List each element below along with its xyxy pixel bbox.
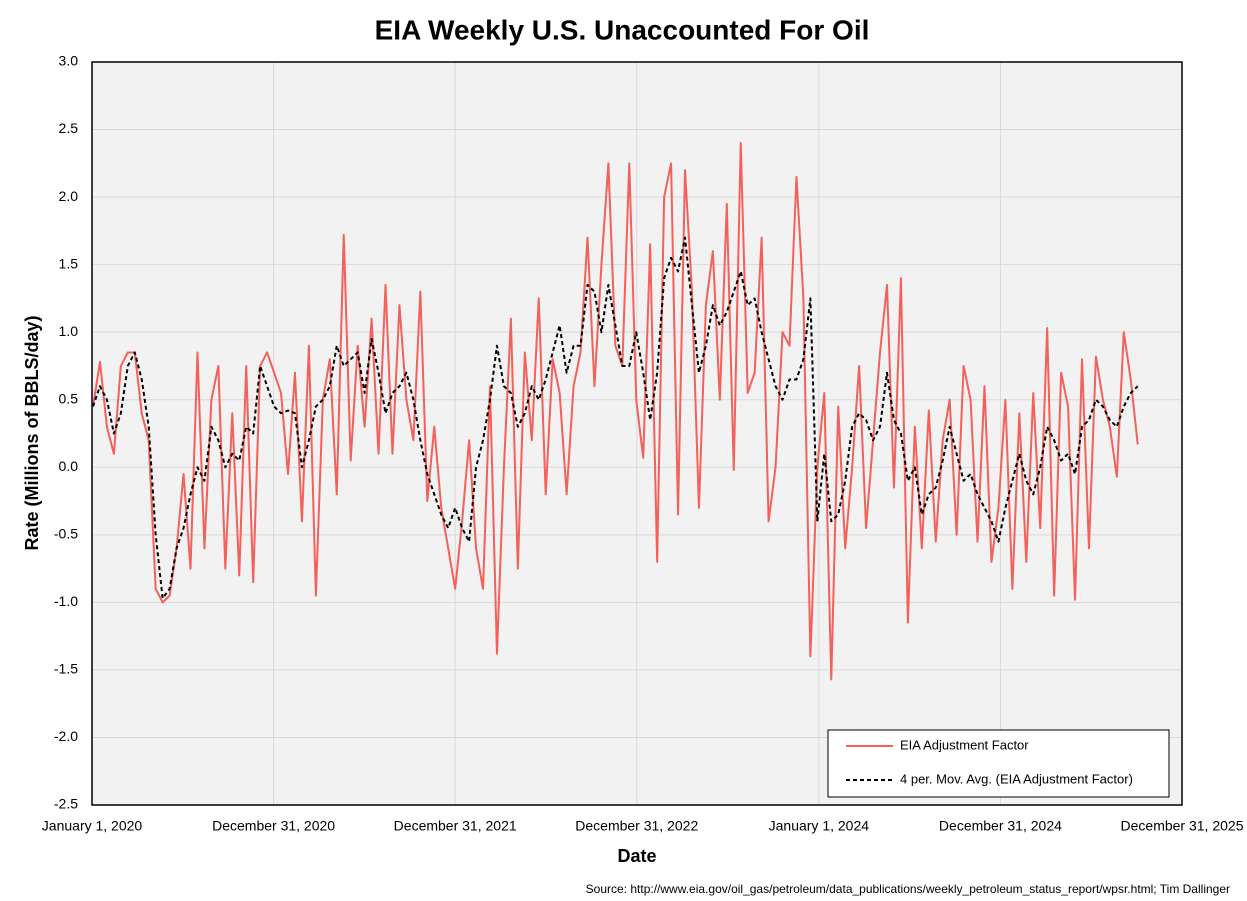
x-tick-label: December 31, 2020: [212, 818, 335, 834]
y-tick-label: 1.0: [59, 323, 79, 339]
plot-border: [91, 61, 1183, 806]
series-line: [92, 236, 1139, 600]
x-axis-label: Date: [617, 846, 656, 866]
y-tick-label: 0.0: [59, 458, 79, 474]
y-tick-label: -2.0: [54, 728, 78, 744]
y-tick-label: -1.5: [54, 661, 78, 677]
x-tick-label: December 31, 2025: [1121, 818, 1244, 834]
legend-label: EIA Adjustment Factor: [900, 737, 1029, 752]
y-tick-label: 3.0: [59, 53, 79, 69]
y-tick-label: 2.5: [59, 120, 79, 136]
lines: [92, 142, 1139, 681]
x-tick-label: January 1, 2024: [769, 818, 870, 834]
legend-label: 4 per. Mov. Avg. (EIA Adjustment Factor): [900, 771, 1133, 786]
y-tick-label: 1.5: [59, 255, 79, 271]
legend-box: [827, 729, 1170, 798]
y-tick-label: 2.0: [59, 188, 79, 204]
y-tick-label: -0.5: [54, 526, 78, 542]
y-tick-label: -2.5: [54, 796, 78, 812]
x-tick-label: January 1, 2020: [42, 818, 143, 834]
x-tick-label: December 31, 2024: [939, 818, 1062, 834]
x-tick-label: December 31, 2021: [394, 818, 517, 834]
y-axis-label: Rate (Millions of BBLS/day): [22, 315, 42, 550]
y-tick-label: 0.5: [59, 390, 79, 406]
legend: EIA Adjustment Factor 4 per. Mov. Avg. (E…: [827, 729, 1170, 798]
y-tick-label: -1.0: [54, 593, 78, 609]
series-line: [92, 142, 1139, 681]
source-note: Source: http://www.eia.gov/oil_gas/petro…: [586, 882, 1230, 896]
x-tick-label: December 31, 2022: [575, 818, 698, 834]
chart-title: EIA Weekly U.S. Unaccounted For Oil: [375, 14, 870, 45]
